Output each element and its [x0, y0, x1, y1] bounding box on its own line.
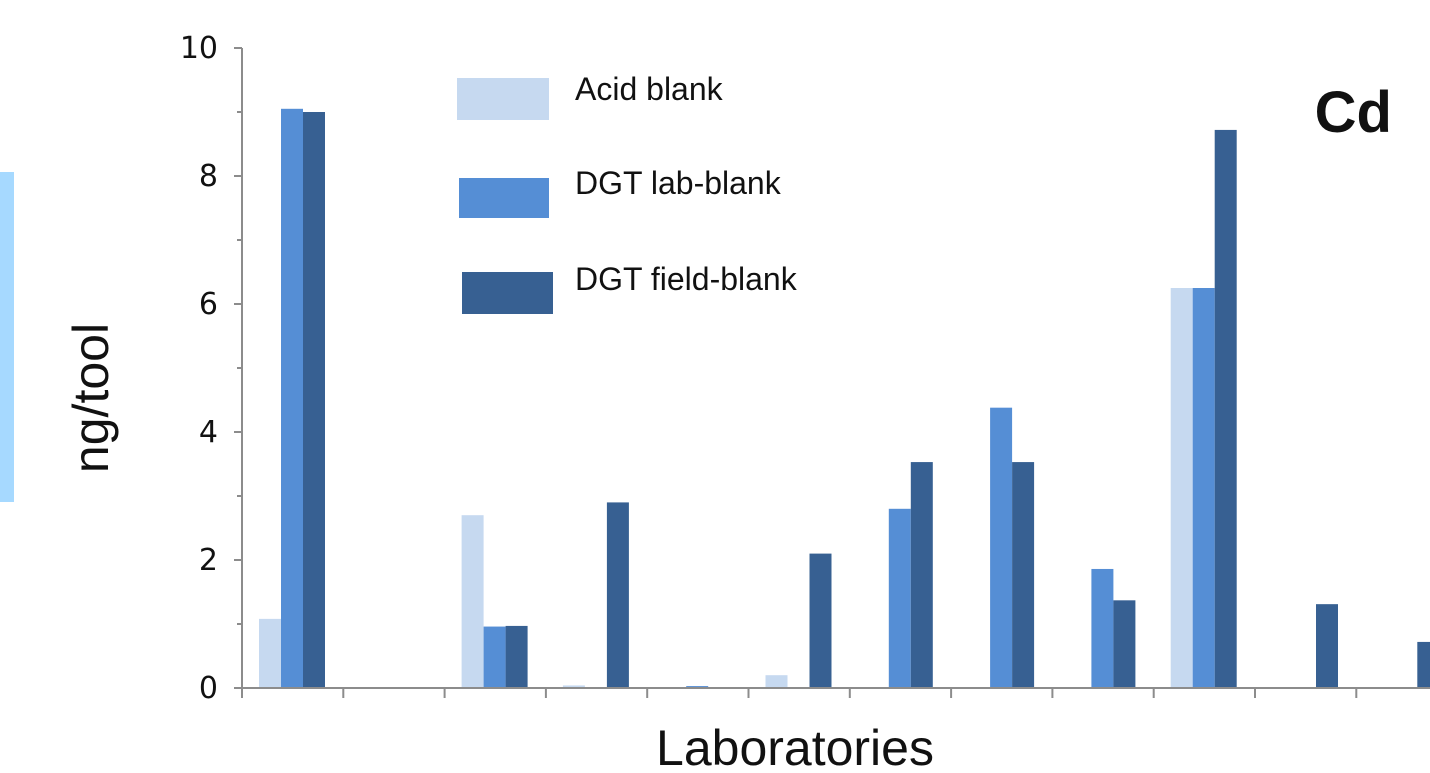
bar-dgt-field-blank-lab-9	[1113, 600, 1136, 688]
bar-dgt-lab-blank-lab-7	[888, 508, 911, 688]
y-axis-title: ng/tool	[63, 323, 119, 473]
panel-label: Cd	[1315, 80, 1392, 145]
bar-acid-blank-lab-1	[259, 618, 281, 688]
bar-acid-blank-lab-3	[461, 515, 484, 688]
legend-label-acid-blank: Acid blank	[575, 71, 724, 107]
bar-acid-blank-lab-4	[562, 685, 585, 688]
bar-dgt-field-blank-lab-3	[505, 625, 528, 688]
bar-dgt-field-blank-lab-4	[606, 502, 629, 688]
legend-swatch-acid-blank	[457, 78, 549, 120]
y-tick-label: 4	[199, 415, 218, 450]
x-ticks	[241, 688, 1358, 698]
legend-swatch-dgt-lab-blank	[459, 178, 549, 218]
y-ticks: 0 2 4 6 8 10	[180, 31, 242, 706]
bars-layer	[259, 108, 1430, 689]
bar-dgt-lab-blank-lab-9	[1091, 568, 1114, 688]
side-highlight-strip	[0, 172, 14, 502]
bar-dgt-lab-blank-lab-10	[1192, 288, 1215, 688]
y-tick-label: 0	[199, 671, 218, 706]
legend-label-dgt-lab-blank: DGT lab-blank	[575, 165, 782, 201]
bar-dgt-field-blank-lab-10	[1214, 129, 1237, 689]
legend-swatch-dgt-field-blank	[462, 272, 553, 314]
bar-dgt-lab-blank-lab-3	[483, 626, 506, 688]
y-tick-label: 2	[199, 543, 218, 578]
bar-dgt-field-blank-lab-8	[1012, 462, 1035, 688]
y-tick-label: 6	[199, 287, 218, 322]
x-axis-title: Laboratories	[656, 720, 934, 773]
bar-dgt-lab-blank-lab-1	[281, 108, 303, 689]
bar-acid-blank-lab-6	[765, 675, 788, 688]
bar-dgt-field-blank-lab-12	[1417, 641, 1430, 688]
bar-dgt-field-blank-lab-11	[1316, 604, 1338, 688]
bar-dgt-field-blank-lab-1	[303, 112, 325, 688]
bar-dgt-field-blank-lab-6	[809, 553, 832, 688]
bar-dgt-field-blank-lab-7	[910, 462, 933, 688]
y-tick-label: 10	[180, 31, 218, 66]
y-tick-label: 8	[199, 159, 218, 194]
legend: Acid blank DGT lab-blank DGT field-blank	[457, 71, 798, 314]
legend-label-dgt-field-blank: DGT field-blank	[575, 261, 798, 297]
bar-dgt-lab-blank-lab-8	[990, 407, 1013, 688]
bar-acid-blank-lab-10	[1170, 288, 1193, 688]
